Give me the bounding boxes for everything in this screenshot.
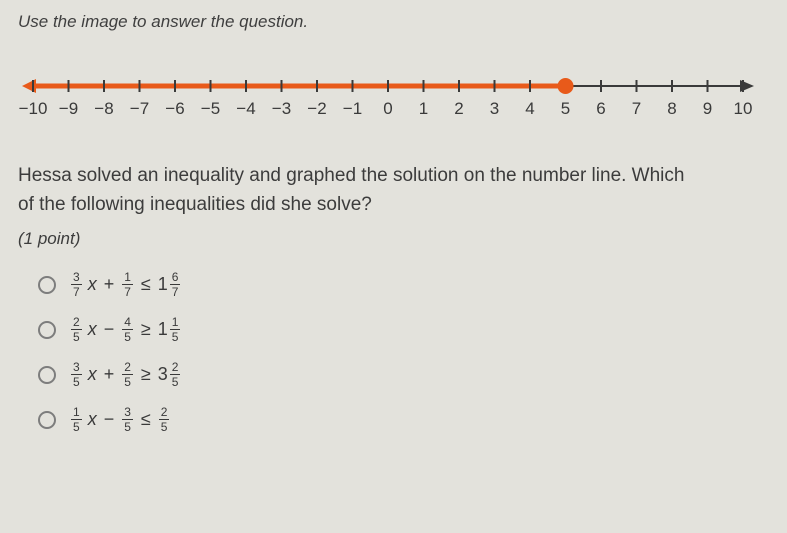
radio-1[interactable] — [38, 276, 56, 294]
svg-text:6: 6 — [596, 99, 605, 118]
svg-text:−8: −8 — [94, 99, 113, 118]
svg-text:−1: −1 — [343, 99, 362, 118]
option-4[interactable]: 15x−35≤25 — [38, 406, 769, 433]
svg-text:−3: −3 — [272, 99, 291, 118]
svg-text:4: 4 — [525, 99, 534, 118]
svg-text:3: 3 — [490, 99, 499, 118]
option-3-expression: 35x+25≥325 — [70, 361, 181, 388]
question-text: Hessa solved an inequality and graphed t… — [18, 162, 769, 219]
svg-text:9: 9 — [703, 99, 712, 118]
option-4-expression: 15x−35≤25 — [70, 406, 170, 433]
option-1[interactable]: 37x+17≤167 — [38, 271, 769, 298]
option-3[interactable]: 35x+25≥325 — [38, 361, 769, 388]
number-line-svg: −10−9−8−7−6−5−4−3−2−1012345678910 — [18, 62, 758, 132]
radio-3[interactable] — [38, 366, 56, 384]
option-2-expression: 25x−45≥115 — [70, 316, 181, 343]
svg-text:−10: −10 — [19, 99, 48, 118]
svg-text:−9: −9 — [59, 99, 78, 118]
option-2[interactable]: 25x−45≥115 — [38, 316, 769, 343]
svg-text:−2: −2 — [307, 99, 326, 118]
svg-text:5: 5 — [561, 99, 570, 118]
option-1-expression: 37x+17≤167 — [70, 271, 181, 298]
svg-text:−6: −6 — [165, 99, 184, 118]
svg-text:−7: −7 — [130, 99, 149, 118]
svg-text:10: 10 — [734, 99, 753, 118]
svg-text:2: 2 — [454, 99, 463, 118]
question-line2: of the following inequalities did she so… — [18, 194, 372, 215]
options-group: 37x+17≤167 25x−45≥115 35x+25≥325 15x−35≤25 — [18, 271, 769, 433]
svg-text:−4: −4 — [236, 99, 255, 118]
svg-text:1: 1 — [419, 99, 428, 118]
radio-2[interactable] — [38, 321, 56, 339]
svg-text:8: 8 — [667, 99, 676, 118]
instruction-text: Use the image to answer the question. — [18, 12, 769, 32]
svg-text:0: 0 — [383, 99, 392, 118]
question-line1: Hessa solved an inequality and graphed t… — [18, 165, 684, 186]
svg-text:7: 7 — [632, 99, 641, 118]
svg-text:−5: −5 — [201, 99, 220, 118]
radio-4[interactable] — [38, 411, 56, 429]
points-label: (1 point) — [18, 229, 769, 249]
number-line: −10−9−8−7−6−5−4−3−2−1012345678910 — [18, 62, 769, 132]
